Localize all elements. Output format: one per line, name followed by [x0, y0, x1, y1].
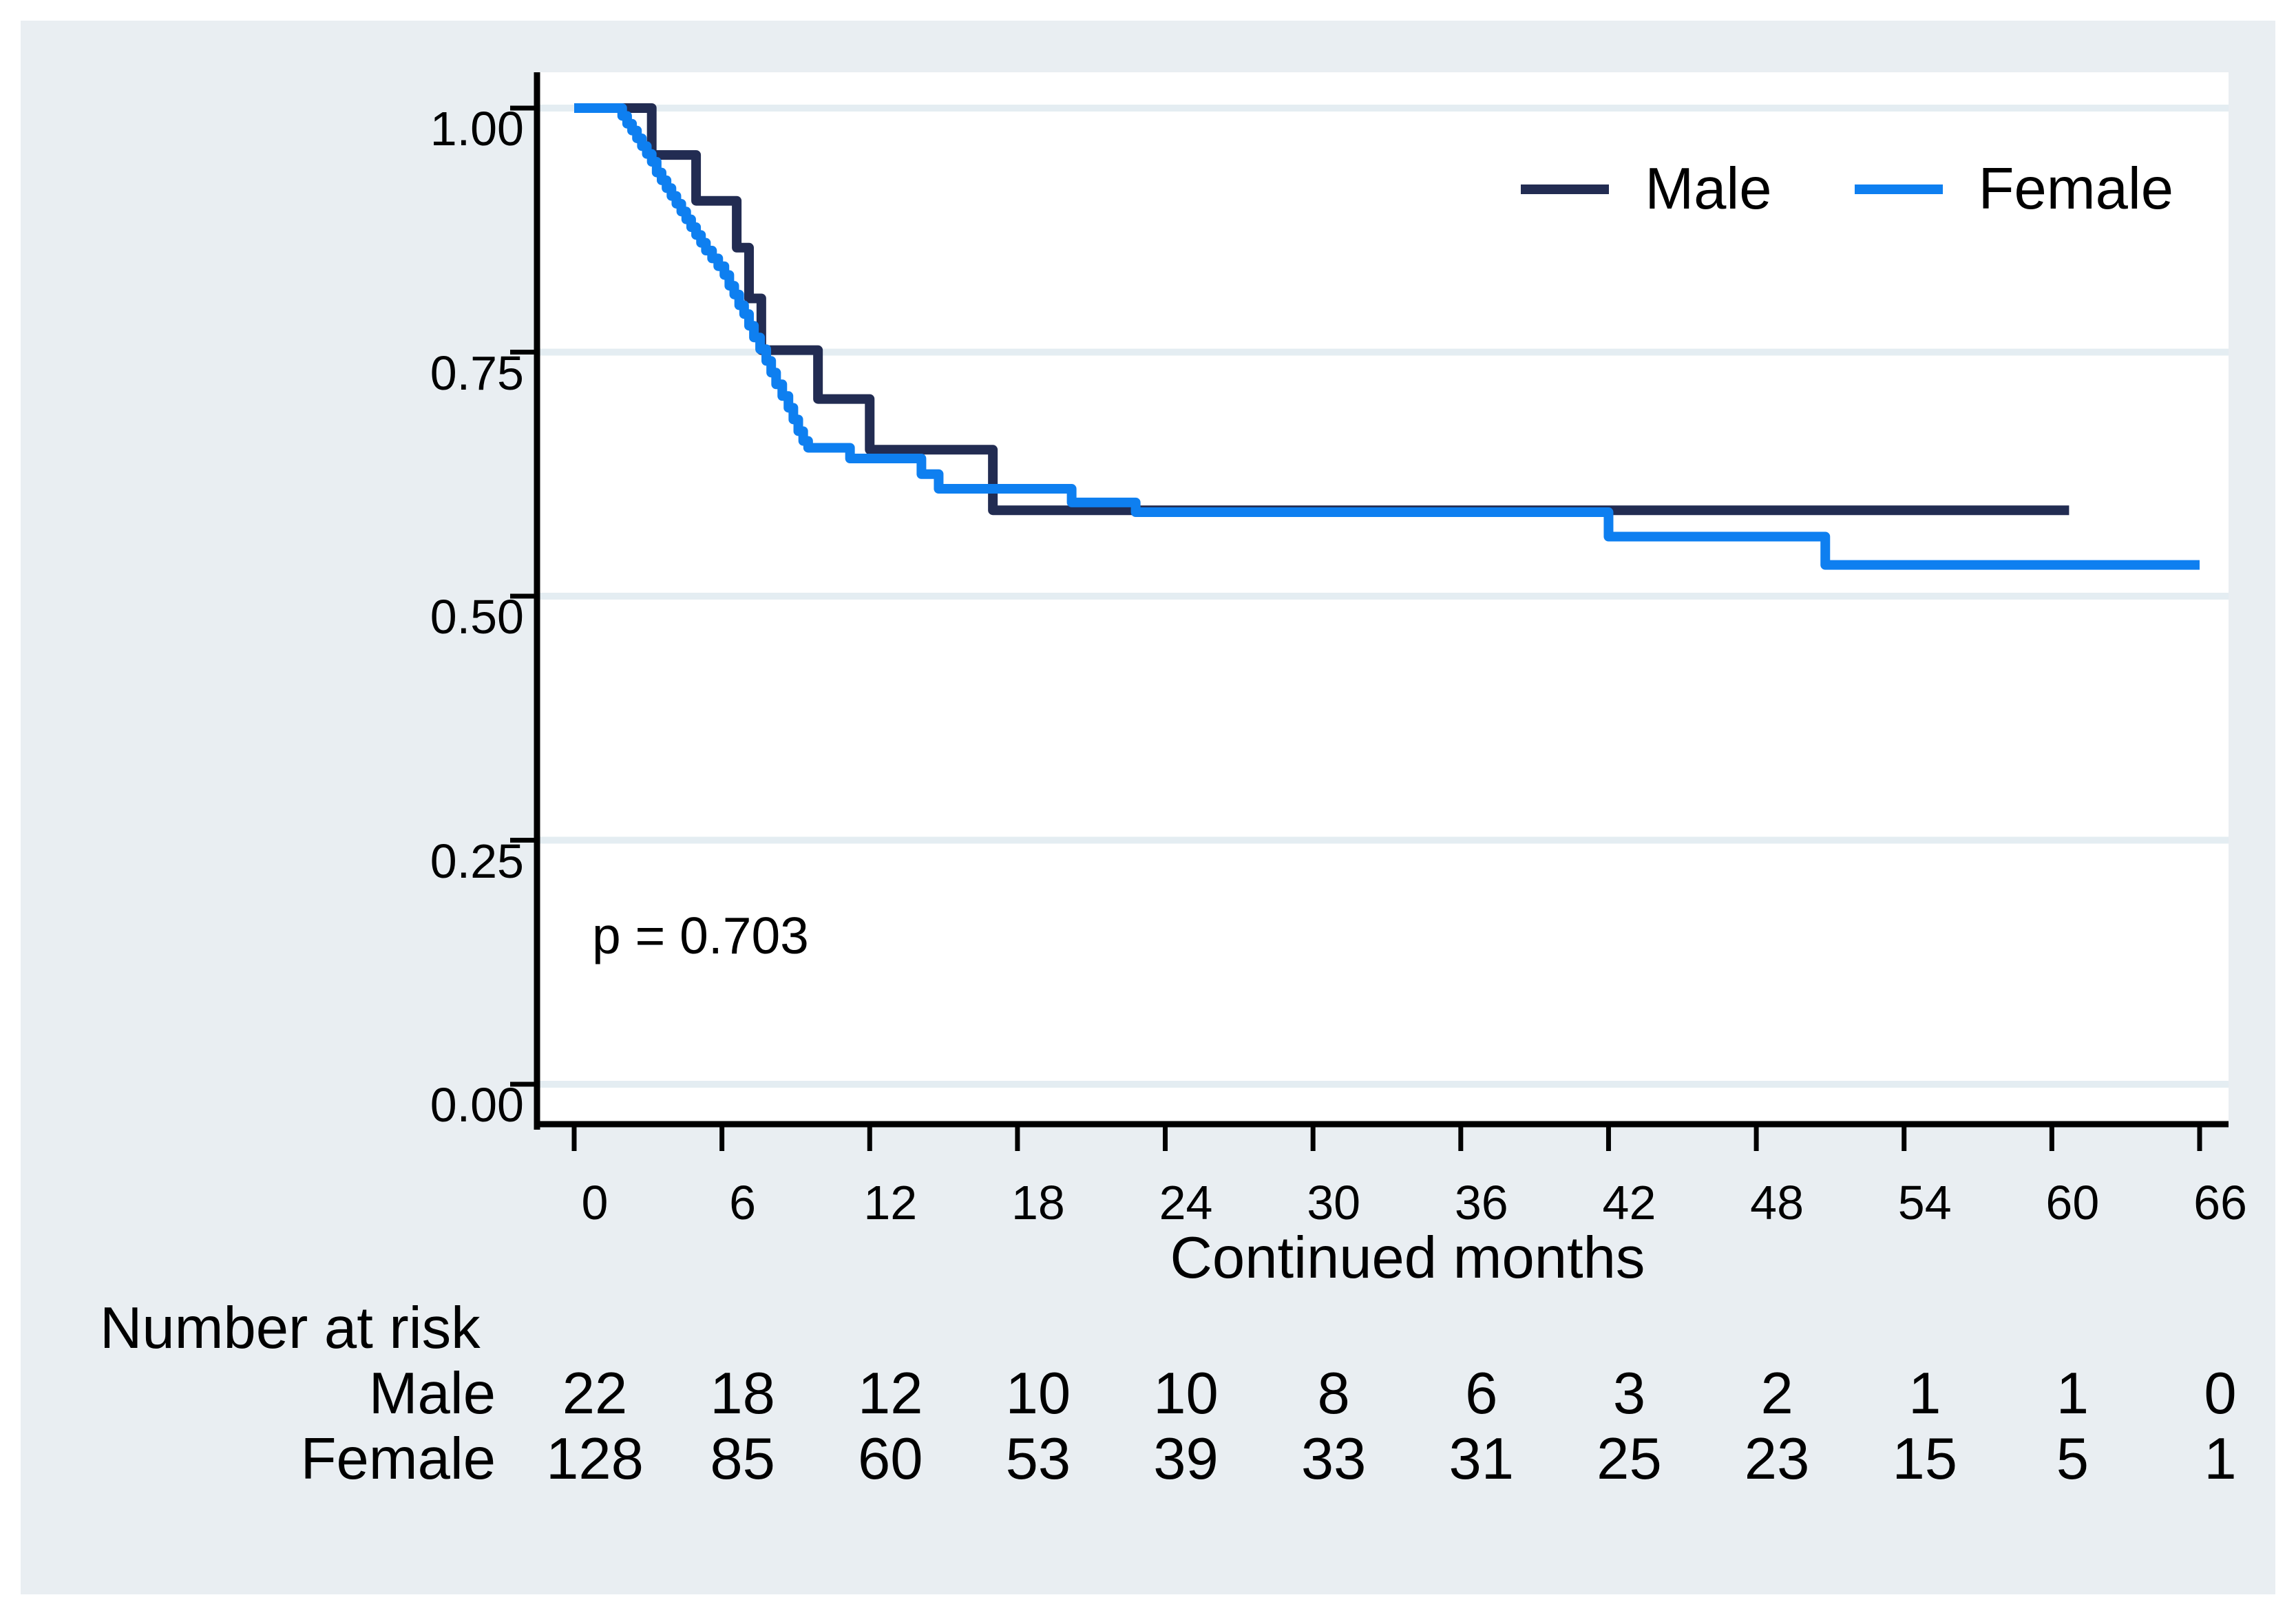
- risk-table-title: Number at risk: [100, 1296, 481, 1361]
- risk-count-male: 8: [1317, 1361, 1350, 1426]
- x-tick-label: 42: [1602, 1176, 1656, 1229]
- legend-label-female: Female: [1978, 156, 2173, 222]
- y-tick-label: 0.75: [430, 346, 524, 400]
- risk-row-label-female: Female: [300, 1426, 496, 1492]
- p-value-annotation: p = 0.703: [592, 907, 809, 964]
- y-tick-label: 1.00: [430, 102, 524, 156]
- risk-count-male: 10: [1005, 1361, 1071, 1426]
- risk-count-female: 31: [1449, 1426, 1515, 1492]
- km-plot: [21, 21, 2275, 1594]
- x-tick-label: 6: [729, 1176, 757, 1229]
- risk-count-female: 5: [2056, 1426, 2089, 1492]
- risk-count-male: 3: [1612, 1361, 1646, 1426]
- risk-count-female: 53: [1005, 1426, 1071, 1492]
- risk-count-female: 23: [1744, 1426, 1810, 1492]
- x-tick-label: 24: [1159, 1176, 1213, 1229]
- legend-label-male: Male: [1645, 156, 1772, 222]
- y-tick-label: 0.25: [430, 834, 524, 888]
- risk-count-male: 0: [2204, 1361, 2237, 1426]
- x-axis-title: Continued months: [1170, 1225, 1645, 1291]
- risk-count-male: 1: [2056, 1361, 2089, 1426]
- risk-count-female: 128: [546, 1426, 644, 1492]
- x-tick-label: 36: [1454, 1176, 1508, 1229]
- y-tick-label: 0.50: [430, 590, 524, 644]
- x-tick-label: 0: [581, 1176, 609, 1229]
- risk-count-female: 15: [1892, 1426, 1957, 1492]
- legend-item-male: Male: [1521, 156, 1772, 222]
- x-tick-label: 30: [1307, 1176, 1361, 1229]
- female-line-swatch: [1854, 184, 1943, 194]
- x-tick-label: 54: [1897, 1176, 1952, 1229]
- y-tick-label: 0.00: [430, 1078, 524, 1132]
- risk-row-label-male: Male: [368, 1361, 496, 1426]
- female-survival-curve: [574, 103, 2200, 570]
- x-tick-label: 66: [2193, 1176, 2247, 1229]
- risk-count-female: 33: [1300, 1426, 1367, 1492]
- risk-count-female: 39: [1153, 1426, 1219, 1492]
- x-tick-label: 60: [2045, 1176, 2100, 1229]
- risk-count-female: 25: [1597, 1426, 1662, 1492]
- x-tick-label: 48: [1750, 1176, 1804, 1229]
- x-tick-label: 12: [863, 1176, 918, 1229]
- risk-count-male: 2: [1760, 1361, 1793, 1426]
- risk-count-male: 10: [1153, 1361, 1219, 1426]
- risk-count-male: 6: [1465, 1361, 1498, 1426]
- legend-item-female: Female: [1854, 156, 2173, 222]
- risk-count-female: 60: [857, 1426, 923, 1492]
- male-line-swatch: [1521, 184, 1610, 194]
- x-tick-label: 18: [1011, 1176, 1065, 1229]
- risk-count-male: 18: [710, 1361, 775, 1426]
- risk-count-male: 1: [1908, 1361, 1941, 1426]
- risk-count-male: 22: [562, 1361, 628, 1426]
- figure-panel: p = 0.703 Continued months Male Female N…: [21, 21, 2275, 1594]
- risk-count-female: 85: [710, 1426, 775, 1492]
- risk-count-male: 12: [857, 1361, 923, 1426]
- risk-count-female: 1: [2204, 1426, 2237, 1492]
- legend: Male Female: [1521, 160, 2173, 218]
- male-survival-curve: [574, 103, 2069, 516]
